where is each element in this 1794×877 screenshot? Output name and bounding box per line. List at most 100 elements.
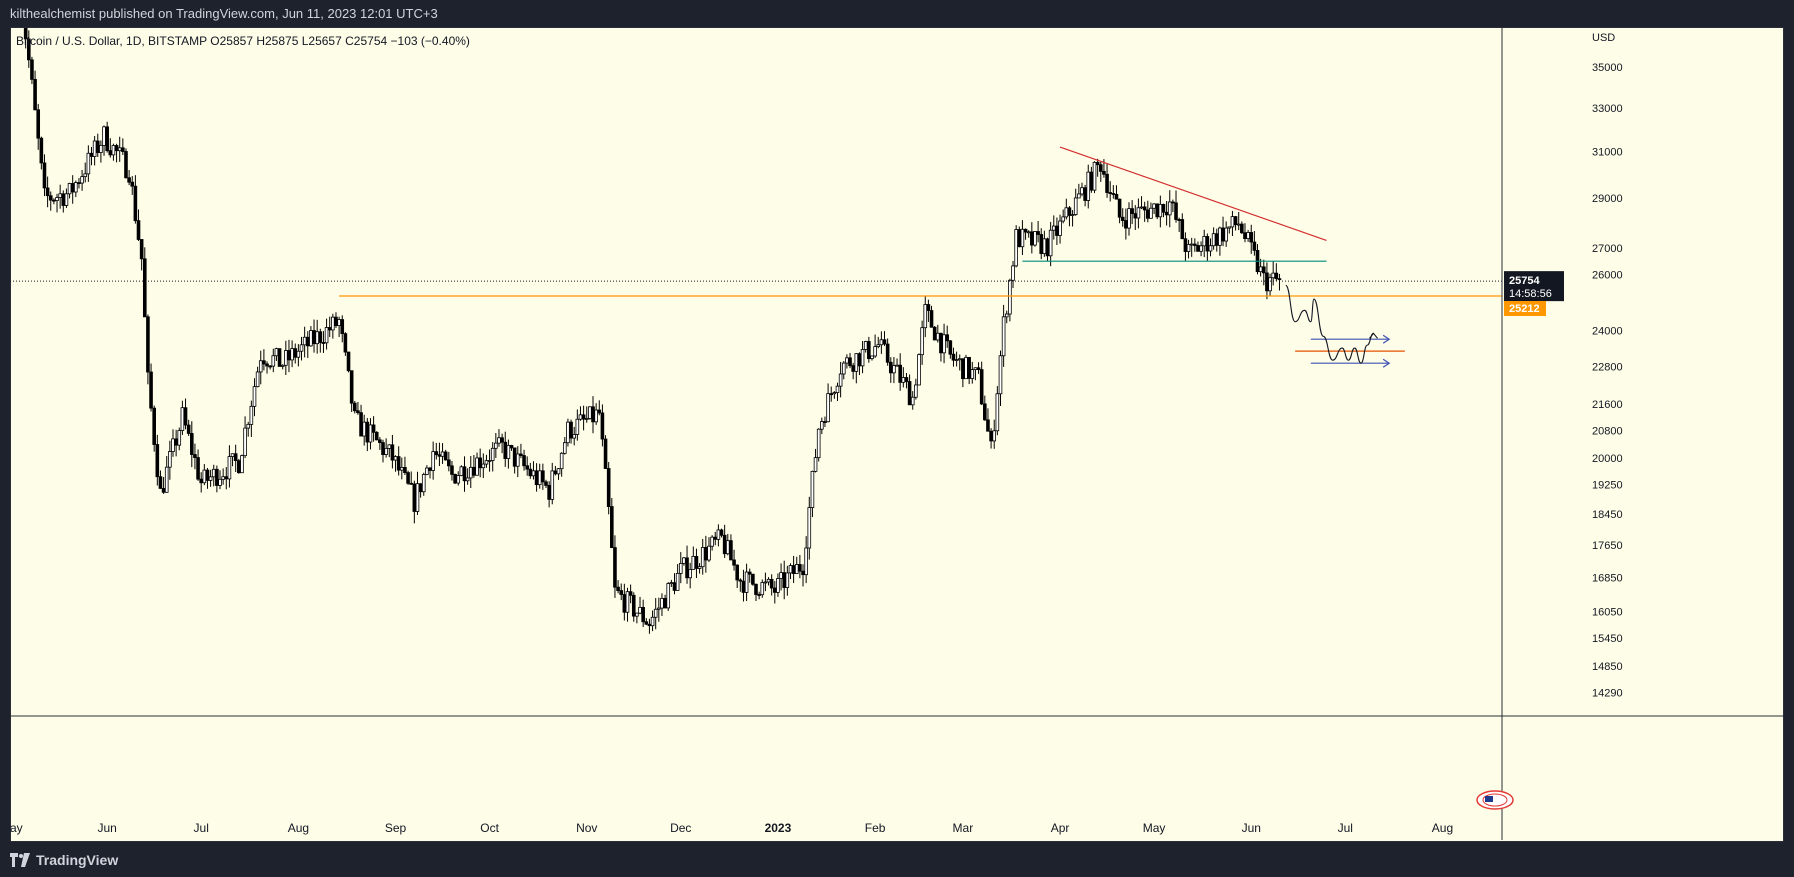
candle-body — [942, 334, 946, 354]
candle-body — [284, 350, 288, 366]
candle-body — [1180, 219, 1185, 240]
candle-body — [371, 424, 376, 433]
candle-body — [403, 467, 407, 474]
candle-body — [168, 451, 172, 468]
lower-arrow-head — [1382, 358, 1391, 368]
candle-body — [202, 469, 207, 484]
candle-body — [992, 430, 997, 442]
candle-body — [1017, 229, 1022, 248]
candle-body — [431, 451, 435, 471]
candle-body — [588, 406, 592, 419]
candle-body — [475, 457, 479, 476]
candle-body — [1117, 198, 1122, 218]
candle-body — [672, 582, 677, 591]
candle-body — [221, 476, 225, 480]
candle-body — [21, 0, 24, 16]
candle-body — [832, 392, 837, 395]
candle-body — [1265, 272, 1269, 292]
candle-body — [418, 483, 423, 493]
candle-body — [519, 453, 523, 456]
time-tick-label: Mar — [953, 821, 974, 835]
candle-body — [484, 460, 489, 465]
candle-body — [83, 173, 88, 178]
candle-body — [569, 421, 573, 439]
candle-body — [340, 319, 345, 335]
candle-body — [255, 371, 260, 388]
candle-body — [666, 583, 671, 609]
candle-body — [920, 327, 924, 356]
candle-body — [42, 162, 47, 189]
candle-body — [1177, 219, 1181, 221]
candle-body — [152, 407, 156, 445]
candle-body — [189, 433, 194, 455]
candle-body — [870, 355, 874, 360]
time-tick-label: Jun — [1242, 821, 1261, 835]
candle-body — [995, 393, 1000, 432]
candle-body — [1130, 208, 1134, 214]
candle-body — [1051, 225, 1056, 231]
candle-body — [732, 559, 736, 566]
candle-body — [478, 457, 482, 469]
candle-body — [497, 437, 501, 444]
candle-body — [233, 453, 238, 462]
candle-body — [400, 467, 404, 471]
candle-body — [1233, 216, 1238, 226]
candle-body — [798, 564, 802, 572]
candle-body — [939, 332, 943, 354]
candle-body — [334, 316, 338, 327]
candle-body — [500, 437, 504, 443]
candle-body — [841, 362, 846, 375]
candle-body — [1205, 236, 1210, 252]
candle-body — [794, 564, 799, 574]
candle-body — [584, 418, 589, 420]
candle-body — [312, 330, 316, 345]
candle-body — [465, 477, 470, 482]
candle-body — [453, 473, 457, 484]
candle-body — [506, 444, 511, 459]
candle-body — [1211, 233, 1216, 247]
candle-body — [653, 608, 658, 618]
candle-body — [1102, 170, 1106, 175]
candle-body — [111, 145, 116, 156]
candle-body — [356, 410, 360, 414]
candle-body — [528, 468, 533, 477]
candle-body — [70, 183, 75, 193]
candle-body — [1261, 266, 1266, 274]
candle-body — [892, 365, 896, 374]
candle-body — [691, 555, 696, 570]
candle-body — [164, 466, 169, 493]
candle-body — [352, 402, 357, 412]
candle-body — [710, 536, 714, 547]
candle-body — [1161, 203, 1166, 213]
candle-body — [1208, 245, 1213, 252]
candle-body — [600, 412, 605, 440]
candle-body — [1042, 238, 1047, 254]
candle-body — [246, 423, 251, 429]
candle-body — [1167, 201, 1172, 216]
candle-body — [515, 453, 520, 467]
event-flag-icon — [1476, 790, 1514, 810]
candle-body — [171, 438, 175, 452]
candle-body — [277, 348, 282, 367]
candle-body — [1277, 278, 1282, 281]
candle-body — [1014, 229, 1018, 267]
candle-body — [559, 452, 564, 470]
candle-body — [74, 182, 78, 193]
candle-body — [895, 364, 899, 367]
candle-body — [986, 419, 990, 432]
time-tick-label: 2023 — [765, 821, 792, 835]
candle-body — [1218, 227, 1222, 246]
candle-body — [290, 348, 294, 361]
candle-body — [597, 409, 602, 414]
candle-body — [1020, 228, 1025, 248]
chart-frame[interactable] — [10, 27, 1784, 842]
candle-body — [729, 540, 733, 561]
drawings-layer — [10, 146, 1502, 368]
candle-body — [998, 355, 1003, 395]
candle-body — [610, 506, 614, 548]
candle-body — [635, 612, 639, 617]
candle-body — [108, 150, 113, 156]
tradingview-logo[interactable]: TradingView — [10, 851, 118, 869]
candle-body — [932, 326, 937, 341]
